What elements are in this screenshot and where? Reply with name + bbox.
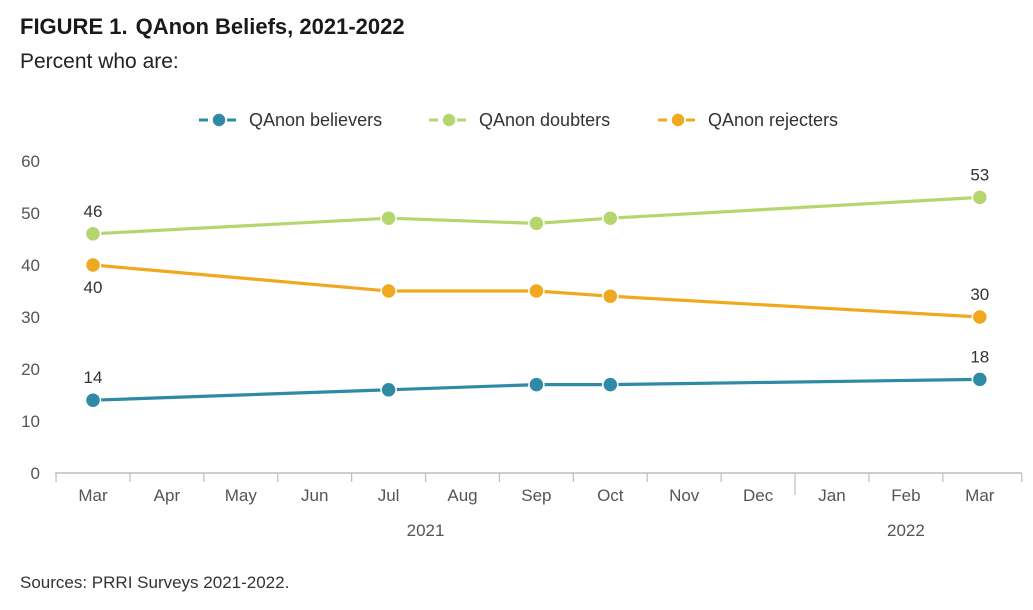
legend-marker-rejecters xyxy=(670,112,686,128)
figure-title-text: QAnon Beliefs, 2021-2022 xyxy=(135,14,405,39)
legend-marker-doubters xyxy=(441,112,457,128)
x-tick-label: Feb xyxy=(891,486,920,505)
x-tick-label: Sep xyxy=(521,486,551,505)
data-point-qanon-rejecters xyxy=(602,287,619,305)
legend-swatch-believers xyxy=(199,112,239,128)
x-tick-label: Jun xyxy=(301,486,328,505)
data-label-qanon-doubters: 53 xyxy=(970,165,989,184)
chart-legend: QAnon believers QAnon doubters QAnon rej… xyxy=(0,107,1033,133)
line-chart: 0 10 20 30 40 50 60 Mar Apr May Jun Jul Aug Sep Oct No… xyxy=(21,152,1023,540)
x-tick-label: Mar xyxy=(78,486,108,505)
data-point-qanon-believers xyxy=(528,376,545,393)
data-point-qanon-rejecters xyxy=(971,308,989,326)
data-label-qanon-rejecters: 40 xyxy=(84,278,103,297)
x-tick-label: Oct xyxy=(597,486,624,505)
legend-label-rejecters: QAnon rejecters xyxy=(708,109,839,130)
y-tick-label: 30 xyxy=(21,308,40,327)
data-point-qanon-believers xyxy=(602,376,619,393)
x-tick-label: Mar xyxy=(965,486,995,505)
x-tick-label: Dec xyxy=(743,486,774,505)
y-tick-label: 20 xyxy=(21,360,40,379)
y-tick-label: 50 xyxy=(21,204,40,223)
y-tick-label: 40 xyxy=(21,256,40,275)
figure-title: FIGURE 1. QAnon Beliefs, 2021-2022 xyxy=(20,14,405,40)
legend-swatch-doubters xyxy=(429,112,469,128)
y-tick-label: 60 xyxy=(21,152,40,171)
y-tick-label: 10 xyxy=(21,412,40,431)
legend-item-rejecters: QAnon rejecters xyxy=(656,107,838,133)
legend-item-doubters: QAnon doubters xyxy=(427,107,610,133)
x-axis: Mar Apr May Jun Jul Aug Sep Oct Nov Dec Jan Feb Mar 2… xyxy=(55,472,1023,540)
data-label-qanon-doubters: 46 xyxy=(84,202,103,221)
data-label-layer: 14 18 46 53 40 30 xyxy=(84,165,990,387)
legend-item-believers: QAnon believers xyxy=(197,107,382,133)
x-tick-label: May xyxy=(225,486,258,505)
legend-label-doubters: QAnon doubters xyxy=(479,109,611,130)
legend-marker-believers xyxy=(211,112,227,128)
figure-number: FIGURE 1. xyxy=(20,14,128,39)
series-layer xyxy=(84,189,989,409)
x-tick-label: Jul xyxy=(378,486,400,505)
y-tick-label: 0 xyxy=(31,464,40,483)
data-point-qanon-doubters xyxy=(528,215,545,232)
data-point-qanon-doubters xyxy=(380,209,397,227)
data-point-qanon-doubters xyxy=(602,209,619,227)
data-point-qanon-doubters xyxy=(971,189,989,206)
source-note: Sources: PRRI Surveys 2021-2022. xyxy=(20,573,290,592)
x-year-label: 2022 xyxy=(887,521,925,540)
x-tick-label: Apr xyxy=(154,486,181,505)
x-year-label: 2021 xyxy=(407,521,445,540)
figure-subtitle: Percent who are: xyxy=(20,50,179,73)
data-label-qanon-believers: 18 xyxy=(970,347,989,366)
data-point-qanon-believers xyxy=(971,371,989,388)
x-tick-label: Nov xyxy=(669,486,700,505)
x-tick-label: Aug xyxy=(447,486,477,505)
legend-swatch-rejecters xyxy=(658,112,698,128)
x-tick-label: Jan xyxy=(818,486,845,505)
data-point-qanon-rejecters xyxy=(380,282,397,300)
data-point-qanon-believers xyxy=(380,381,397,399)
data-label-qanon-believers: 14 xyxy=(84,368,103,387)
data-point-qanon-rejecters xyxy=(84,256,102,274)
data-point-qanon-believers xyxy=(84,391,102,409)
y-axis: 0 10 20 30 40 50 60 xyxy=(21,152,40,483)
data-point-qanon-rejecters xyxy=(528,282,545,300)
data-label-qanon-rejecters: 30 xyxy=(970,285,989,304)
data-point-qanon-doubters xyxy=(84,225,102,243)
legend-label-believers: QAnon believers xyxy=(249,109,383,130)
